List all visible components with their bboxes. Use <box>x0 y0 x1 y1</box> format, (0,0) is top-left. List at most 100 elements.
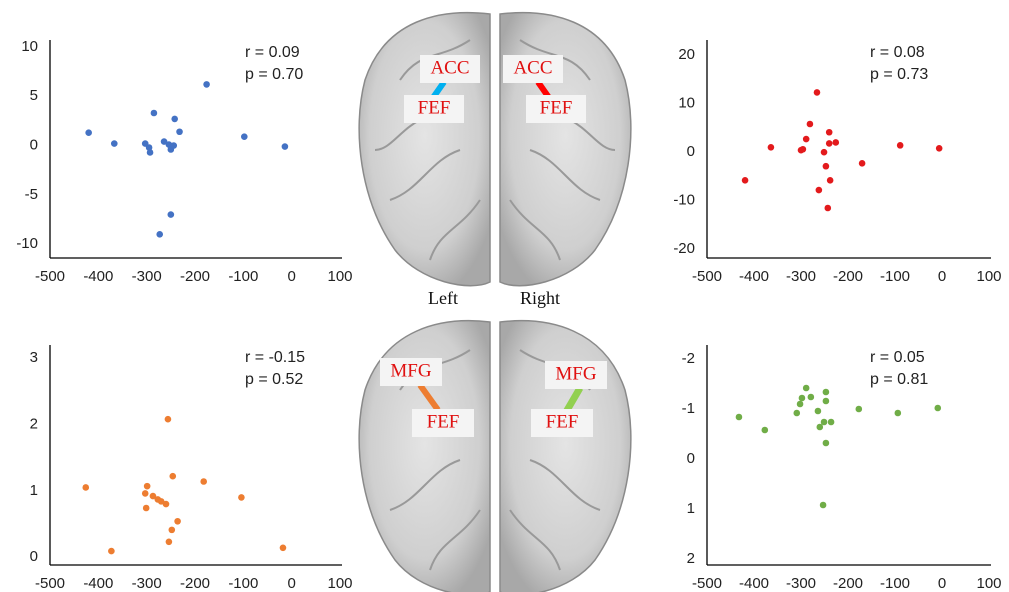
annotation: p = 0.73 <box>870 66 928 83</box>
point <box>855 405 863 413</box>
point <box>813 89 821 96</box>
point <box>820 148 828 156</box>
point <box>164 415 172 423</box>
connection <box>562 386 584 414</box>
point <box>203 81 210 88</box>
x-tick-label: -300 <box>786 268 816 285</box>
x-tick-label: -300 <box>132 268 162 285</box>
point <box>170 142 178 149</box>
annotation: r = 0.08 <box>870 44 925 61</box>
point <box>798 394 806 402</box>
point <box>110 140 118 147</box>
y-tick-label: 0 <box>30 548 38 565</box>
x-tick-label: -100 <box>880 575 910 592</box>
point <box>802 384 810 392</box>
annotation: p = 0.81 <box>870 371 928 388</box>
side-label: Right <box>520 288 560 308</box>
point <box>825 128 833 136</box>
point <box>822 388 830 396</box>
annotation: r = -0.15 <box>245 349 305 366</box>
y-tick-label: 0 <box>30 137 38 154</box>
point <box>824 204 832 212</box>
point <box>796 400 804 408</box>
point <box>108 547 115 555</box>
point <box>168 526 176 534</box>
region-label: FEF <box>540 97 573 118</box>
x-tick-label: -300 <box>786 575 816 592</box>
point <box>157 498 165 505</box>
point <box>142 504 150 512</box>
region-label: MFG <box>390 360 431 381</box>
point <box>767 144 775 151</box>
x-tick-label: -100 <box>228 575 258 592</box>
point <box>935 144 943 152</box>
point <box>797 146 805 154</box>
point <box>238 494 245 501</box>
point <box>822 439 830 447</box>
point <box>281 143 289 150</box>
annotation: r = 0.09 <box>245 44 300 61</box>
y-tick-label: -10 <box>16 235 38 252</box>
point <box>827 418 835 426</box>
point <box>160 138 168 145</box>
point <box>816 423 824 431</box>
x-tick-label: 0 <box>938 575 946 592</box>
x-tick-label: 0 <box>938 268 946 285</box>
label-box <box>545 361 607 389</box>
y-tick-label: 3 <box>30 349 38 366</box>
point <box>165 538 173 546</box>
point <box>814 407 822 415</box>
brain-top: ACC FEF ACC FEF <box>358 11 632 287</box>
point <box>279 544 287 552</box>
x-tick-label: -400 <box>83 268 113 285</box>
y-tick-label: -1 <box>682 400 695 417</box>
label-box <box>420 55 480 83</box>
x-tick-label: -200 <box>180 268 210 285</box>
point <box>761 426 769 434</box>
point <box>174 517 181 525</box>
point <box>162 500 170 508</box>
point <box>793 409 801 417</box>
label-box <box>531 409 593 437</box>
point <box>832 139 840 146</box>
y-tick-label: 5 <box>30 87 38 104</box>
point <box>894 409 902 417</box>
x-tick-label: -200 <box>833 575 863 592</box>
point <box>143 482 151 490</box>
x-tick-label: -500 <box>692 268 722 285</box>
point <box>149 492 157 500</box>
point <box>156 231 164 238</box>
point <box>82 484 90 491</box>
x-tick-label: 0 <box>287 575 295 592</box>
label-box <box>503 55 563 83</box>
region-label: ACC <box>513 57 552 78</box>
point <box>822 397 830 405</box>
x-tick-label: -400 <box>739 268 769 285</box>
x-tick-label: -500 <box>692 575 722 592</box>
point <box>807 393 815 401</box>
y-tick-label: 10 <box>678 95 695 112</box>
point <box>815 186 823 194</box>
annotation: p = 0.52 <box>245 371 303 388</box>
region-label: FEF <box>418 97 451 118</box>
point <box>169 472 177 480</box>
y-tick-label: -20 <box>673 240 695 257</box>
point <box>150 109 158 117</box>
x-tick-label: 100 <box>976 575 1001 592</box>
y-tick-label: 2 <box>687 550 695 567</box>
point <box>820 418 828 426</box>
region-label: FEF <box>427 411 460 432</box>
y-tick-label: 1 <box>30 482 38 499</box>
brain-bottom: MFG FEF MFG FEF <box>358 319 632 592</box>
connection <box>417 383 441 412</box>
point <box>858 160 866 167</box>
point <box>241 133 248 140</box>
region-label: FEF <box>546 411 579 432</box>
y-tick-label: 0 <box>687 143 695 160</box>
y-tick-label: -2 <box>682 350 695 367</box>
point <box>822 162 830 170</box>
point <box>176 128 183 136</box>
x-tick-label: -100 <box>880 268 910 285</box>
x-tick-label: -100 <box>228 268 258 285</box>
